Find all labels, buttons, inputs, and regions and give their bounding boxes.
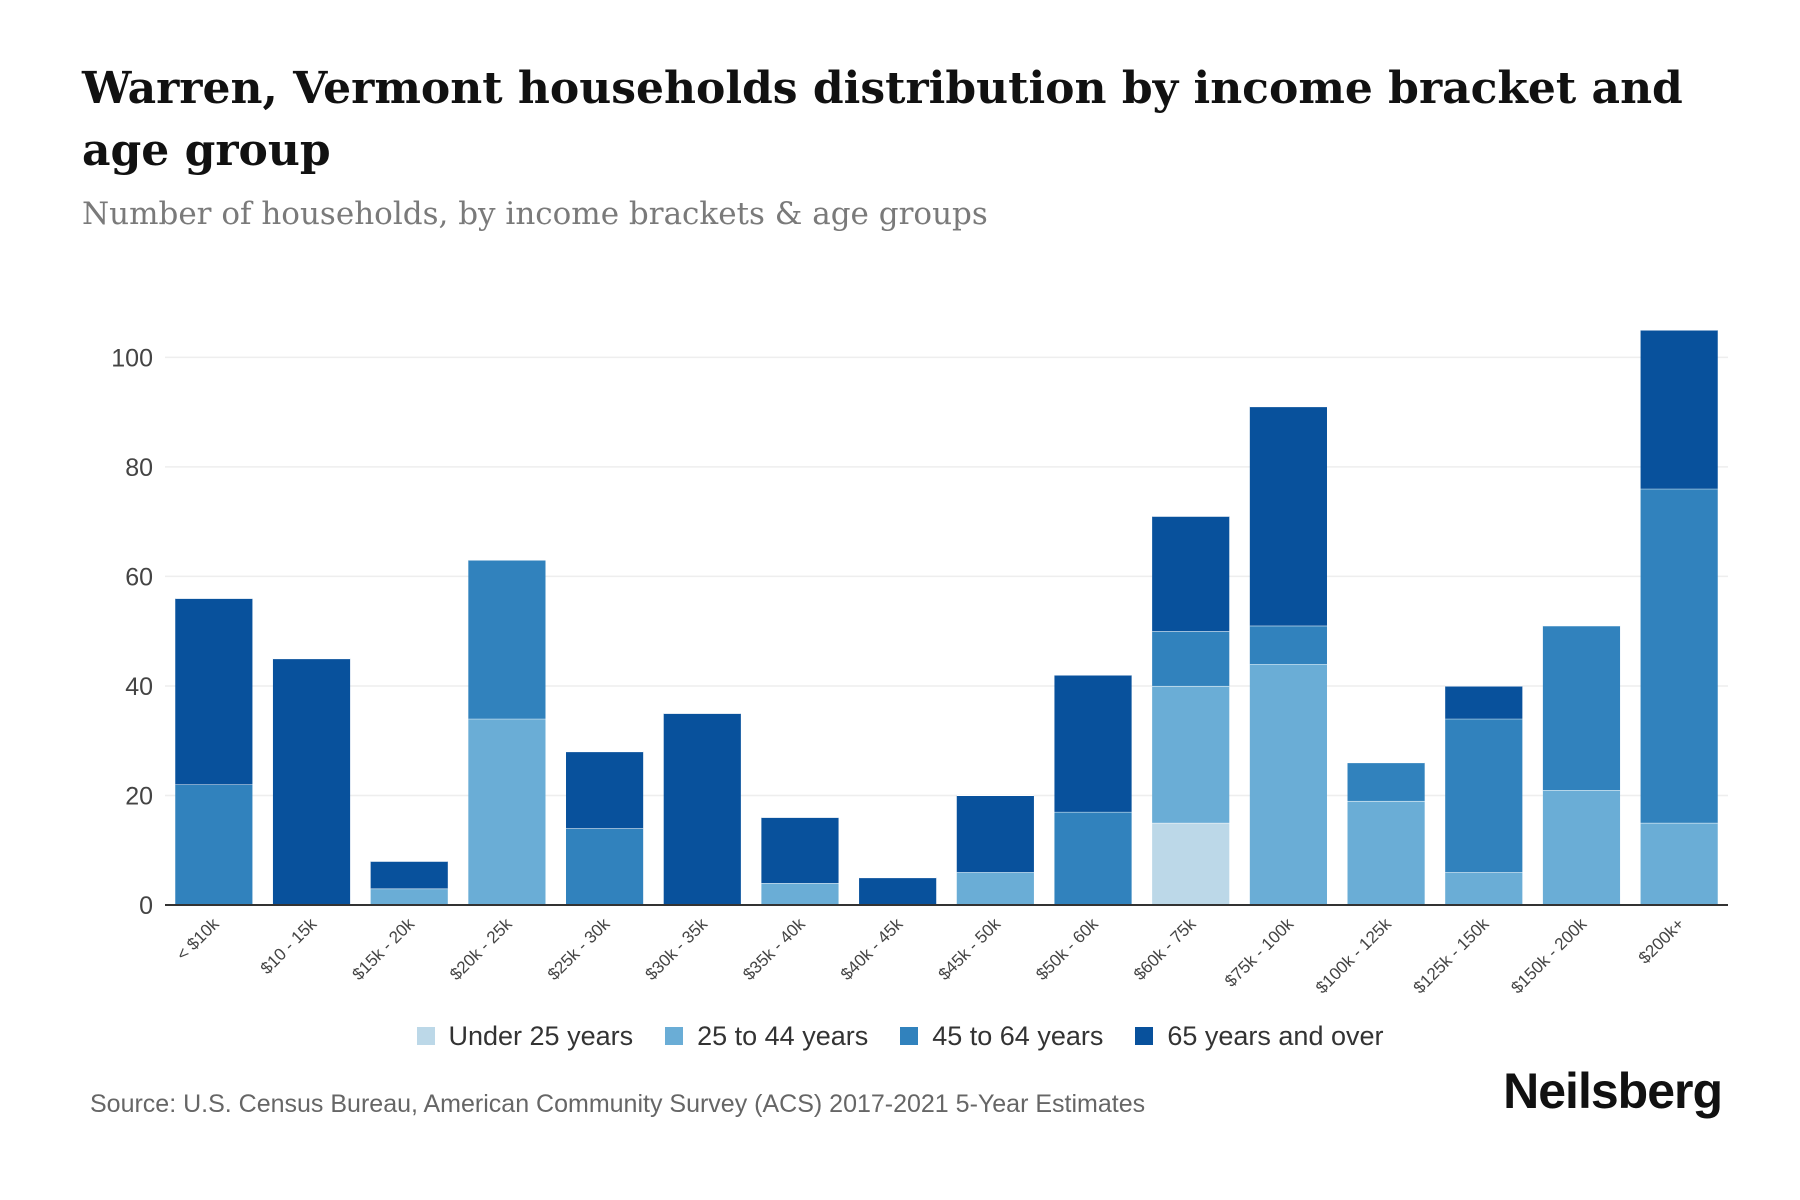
bar-segment [1347,762,1425,801]
bar-segment [1542,790,1621,905]
x-axis-ticks: < $10k $10 - 15k $15k - 20k $20k - 25k $25k … [173,914,1688,997]
x-tick-label: $50k - 60k [1032,914,1102,984]
y-tick-label: 40 [125,673,153,701]
bar-segment [175,784,253,905]
bar-segment [1249,625,1327,665]
bar-segment [1445,718,1523,873]
bar-segment [370,888,448,905]
bar-segment [956,795,1034,873]
source-note: Source: U.S. Census Bureau, American Com… [90,1090,1146,1118]
bar-segment [370,861,448,889]
bar-segment [468,560,546,719]
y-tick-label: 60 [125,563,153,591]
x-tick-label: $30k - 35k [642,914,712,984]
x-tick-label: $60k - 75k [1130,914,1200,984]
x-tick-label: $75k - 100k [1221,914,1298,991]
bar-segment [1640,330,1718,489]
y-axis-ticks: 0 20 40 60 80 100 [111,344,153,920]
stacked-bar-chart: 0 20 40 60 80 100 < $10k $10 - 15k $15k - 20k $2… [111,329,1728,997]
y-tick-label: 20 [125,782,153,810]
legend-item: 45 to 64 years [900,1021,1103,1052]
chart-title: Warren, Vermont households distribution … [82,63,1683,176]
x-tick-label: $200k+ [1635,914,1688,967]
bar-segment [1152,516,1230,632]
x-tick-label: $10 - 15k [257,914,321,978]
bar-segment [1054,675,1132,812]
x-tick-label: $100k - 125k [1312,914,1395,997]
x-tick-label: $25k - 30k [544,914,614,984]
x-tick-label: < $10k [173,914,223,964]
bars [175,329,1718,905]
bar-segment [859,877,937,905]
x-tick-label: $20k - 25k [446,914,516,984]
legend-swatch [1135,1027,1154,1045]
bar-segment [1249,406,1327,626]
x-tick-label: $45k - 50k [935,914,1005,984]
x-tick-label: $15k - 20k [348,914,418,984]
bar-segment [566,751,644,829]
bar-segment [1054,811,1132,905]
x-tick-label: $40k - 45k [837,914,907,984]
bar-segment [1445,872,1523,905]
y-tick-label: 0 [139,892,153,920]
legend-swatch [665,1027,684,1045]
legend-label: 45 to 64 years [932,1020,1104,1051]
bar-segment [956,872,1034,905]
bar-segment [468,718,546,905]
bar-segment [1445,685,1523,719]
y-tick-label: 80 [125,454,153,482]
legend-item: 65 years and over [1135,1020,1384,1052]
bar-segment [1249,664,1327,905]
y-tick-label: 100 [111,344,153,372]
bar-segment [761,817,839,884]
legend-item: 25 to 44 years [665,1021,868,1052]
bar-segment [175,598,253,785]
legend-label: 25 to 44 years [697,1020,869,1051]
bar-segment [1640,822,1718,905]
bar-segment [1152,685,1230,823]
x-tick-label: $35k - 40k [739,914,809,984]
bar-segment [1640,488,1718,823]
bar-segment [1152,631,1230,686]
legend-item: Under 25 years [416,1020,634,1052]
legend-swatch [416,1027,435,1045]
bar-segment [272,658,351,905]
bar-segment [1542,625,1621,790]
bar-segment [1347,800,1425,905]
bar-segment [1152,822,1230,905]
legend-label: Under 25 years [448,1020,634,1051]
x-tick-label: $125k - 150k [1410,914,1493,997]
bar-segment [663,713,741,905]
bar-segment [761,883,839,905]
chart-subtitle: Number of households, by income brackets… [82,196,988,232]
brand-logo: Neilsberg [1503,1063,1723,1119]
x-tick-label: $150k - 200k [1507,914,1590,997]
legend-label: 65 years and over [1167,1020,1384,1051]
legend-swatch [900,1027,919,1045]
chart-legend: Under 25 years 25 to 44 years 45 to 64 yea… [0,1016,1800,1056]
bar-segment [566,828,644,905]
